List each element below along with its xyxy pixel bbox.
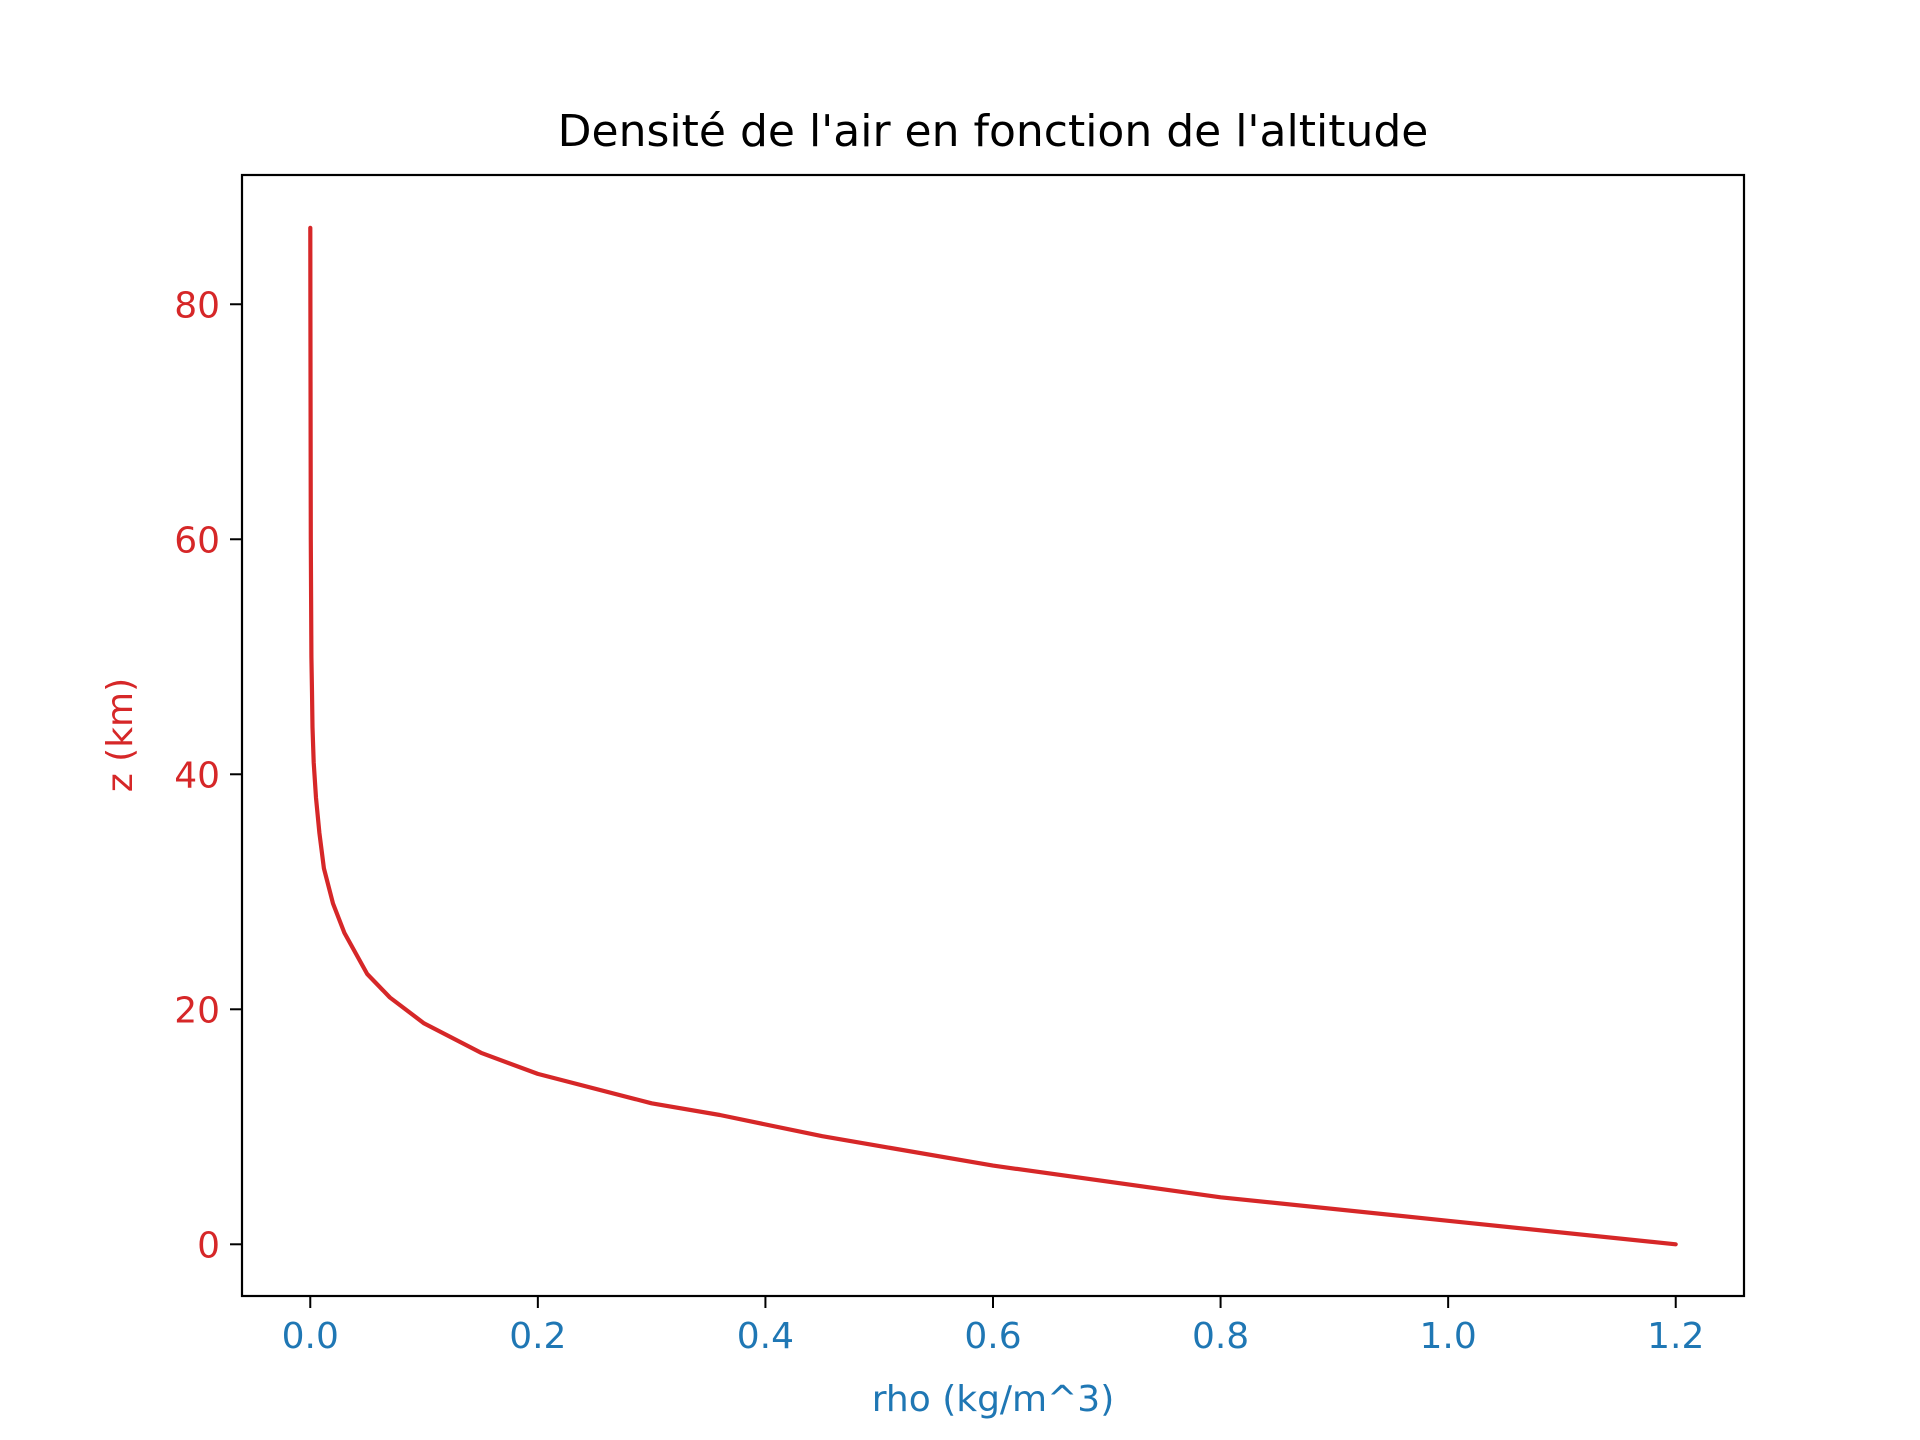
x-tick-label: 1.0 [1420, 1316, 1477, 1357]
x-tick-label: 0.4 [737, 1316, 794, 1357]
x-tick-label: 1.2 [1647, 1316, 1704, 1357]
y-tick-label: 80 [174, 285, 220, 326]
plot-area [308, 225, 1678, 1247]
y-tick-label: 60 [174, 520, 220, 561]
y-axis-label: z (km) [100, 678, 141, 792]
x-tick-label: 0.8 [1192, 1316, 1249, 1357]
x-tick-label: 0.0 [282, 1316, 339, 1357]
x-axis-label: rho (kg/m^3) [872, 1379, 1115, 1420]
y-tick-label: 40 [174, 755, 220, 796]
y-axis: 0 20 40 60 80 [174, 285, 242, 1266]
y-tick-label: 0 [197, 1225, 220, 1266]
x-axis: 0.0 0.2 0.4 0.6 0.8 1.0 1.2 [282, 1296, 1704, 1357]
y-tick-label: 20 [174, 990, 220, 1031]
x-tick-label: 0.2 [509, 1316, 566, 1357]
chart-title: Densité de l'air en fonction de l'altitu… [558, 106, 1429, 157]
x-tick-label: 0.6 [964, 1316, 1021, 1357]
density-line [308, 225, 1678, 1247]
